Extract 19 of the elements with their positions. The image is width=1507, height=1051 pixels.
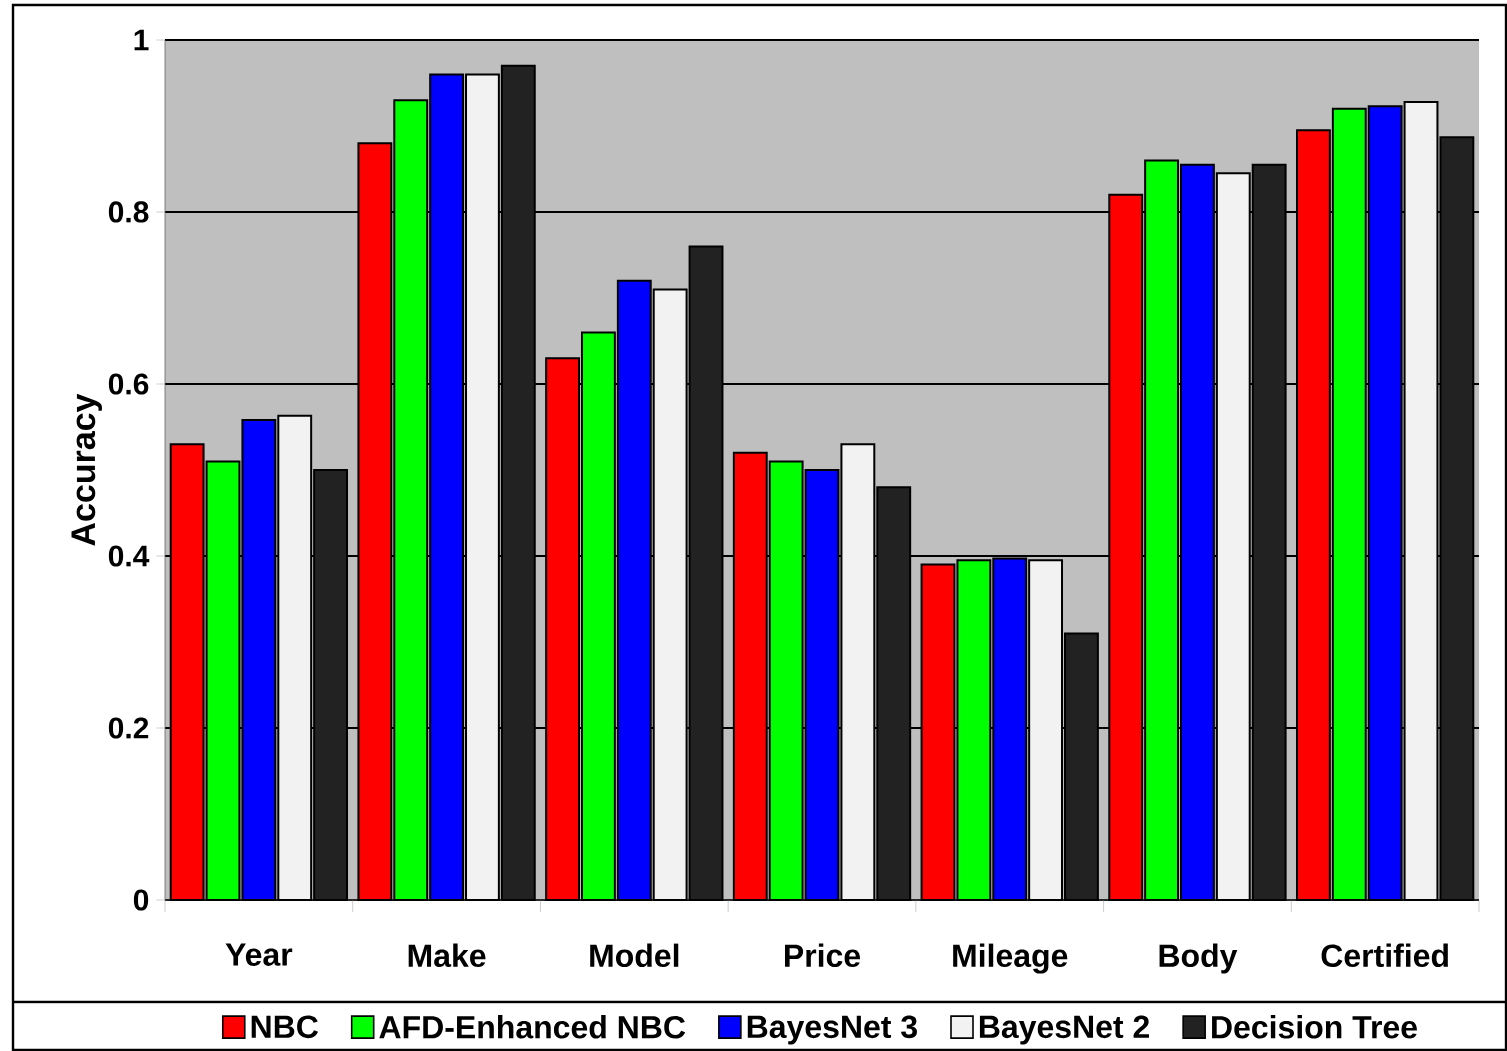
y-tick-label: 0 xyxy=(133,889,149,911)
x-tick-label: Make xyxy=(408,943,486,968)
x-tick-label: Mileage xyxy=(953,943,1068,974)
y-tick-label: 0.8 xyxy=(108,201,149,223)
x-tick-label: Certified xyxy=(1321,943,1448,968)
x-tick-label: Price xyxy=(785,943,861,968)
y-tick-label: 0.6 xyxy=(108,373,149,395)
legend-label: BayesNet 3 xyxy=(747,1015,917,1045)
legend-label: BayesNet 2 xyxy=(979,1015,1149,1045)
y-axis-title: Accuracy xyxy=(71,393,102,546)
y-tick-label: 0.4 xyxy=(108,545,150,567)
legend-label: Decision Tree xyxy=(1212,1015,1417,1039)
x-tick-label: Body xyxy=(1159,943,1238,974)
legend-label: NBC xyxy=(251,1015,319,1039)
y-tick-label: 0.2 xyxy=(108,717,149,739)
legend-label: AFD-Enhanced NBC xyxy=(379,1015,686,1039)
x-tick-label: Year xyxy=(225,943,293,966)
x-tick-label: Model xyxy=(590,943,679,968)
y-tick-label: 1 xyxy=(134,29,149,51)
